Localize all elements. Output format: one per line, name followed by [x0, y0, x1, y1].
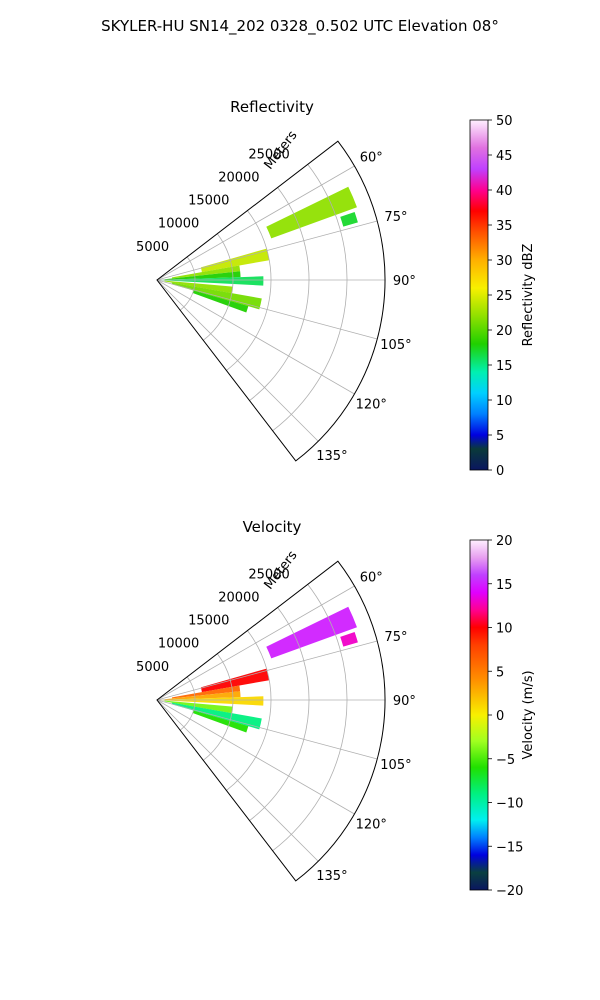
reflectivity-title: Reflectivity [230, 98, 314, 116]
reflectivity-range-tick-label: 15000 [188, 194, 229, 209]
velocity-colorbar-tick-label: −5 [496, 753, 515, 768]
reflectivity-azimuth-line [156, 279, 319, 442]
velocity-azimuth-line [156, 640, 378, 701]
reflectivity-angle-tick-label: 90° [393, 274, 416, 289]
velocity-echo-band [160, 696, 264, 706]
reflectivity-range-ring [272, 164, 348, 432]
reflectivity-azimuth-line [156, 279, 355, 395]
reflectivity-colorbar-tick-label: 20 [496, 324, 513, 339]
velocity-azimuth-line [156, 699, 378, 760]
reflectivity-echo-band [164, 271, 241, 280]
velocity-echo-band [164, 691, 241, 700]
velocity-colorbar-tick-label: −20 [496, 884, 523, 899]
velocity-colorbar-tick-label: −15 [496, 840, 523, 855]
reflectivity-colorbar-tick-label: 25 [496, 289, 513, 304]
reflectivity-angle-tick-label: 105° [380, 338, 411, 353]
reflectivity-range-ring [179, 256, 196, 311]
reflectivity-colorbar-tick-label: 0 [496, 464, 504, 479]
reflectivity-echo-band [192, 290, 249, 313]
reflectivity-colorbar-tick-label: 10 [496, 394, 513, 409]
reflectivity-range-tick-label: 20000 [218, 170, 259, 185]
reflectivity-angle-tick-label: 120° [356, 398, 387, 413]
reflectivity-colorbar-tick-label: 5 [496, 429, 504, 444]
reflectivity-colorbar-label: Reflectivity dBZ [521, 244, 536, 347]
velocity-sector-outline [156, 560, 386, 882]
figure-title: SKYLER-HU SN14_202 0328_0.502 UTC Elevat… [101, 17, 499, 36]
velocity-range-ring [249, 607, 310, 821]
velocity-title: Velocity [243, 518, 302, 536]
reflectivity-colorbar-tick-label: 40 [496, 184, 513, 199]
reflectivity-azimuth-line [156, 279, 378, 340]
velocity-range-ring [272, 584, 348, 852]
reflectivity-range-tick-label: 5000 [136, 240, 169, 255]
reflectivity-colorbar [469, 119, 489, 471]
velocity-echo-band [192, 710, 249, 733]
velocity-range-tick-label: 20000 [218, 590, 259, 605]
reflectivity-colorbar-tick-label: 50 [496, 114, 513, 129]
velocity-colorbar-tick-label: −10 [496, 797, 523, 812]
velocity-colorbar-label: Velocity (m/s) [521, 670, 536, 759]
reflectivity-angle-tick-label: 135° [316, 449, 347, 464]
velocity-azimuth-line [156, 585, 355, 701]
velocity-range-ring [203, 653, 234, 761]
reflectivity-echo-band [171, 265, 241, 279]
reflectivity-azimuth-line [156, 220, 378, 281]
panels-layer: Reflectivity500010000150002000025000Mete… [136, 98, 536, 899]
reflectivity-echo-band [266, 186, 357, 239]
velocity-echo-band [340, 631, 358, 647]
reflectivity-colorbar-tick-label: 45 [496, 149, 513, 164]
velocity-echo-band [171, 685, 241, 699]
velocity-angle-tick-label: 75° [384, 630, 407, 645]
reflectivity-echo-band [340, 211, 358, 227]
velocity-angle-tick-label: 120° [356, 818, 387, 833]
velocity-range-ring [179, 676, 196, 731]
reflectivity-panel: Reflectivity500010000150002000025000Mete… [136, 98, 536, 479]
velocity-sector-bg [157, 561, 386, 881]
velocity-range-tick-label: 5000 [136, 660, 169, 675]
velocity-colorbar [469, 539, 489, 891]
velocity-colorbar-tick-label: 10 [496, 622, 513, 637]
velocity-echo-band [266, 606, 357, 659]
velocity-colorbar-tick-label: 20 [496, 534, 513, 549]
reflectivity-colorbar-tick-label: 30 [496, 254, 513, 269]
reflectivity-range-ring [249, 187, 310, 401]
velocity-azimuth-line [156, 699, 319, 862]
velocity-echo-band [164, 700, 233, 714]
reflectivity-range-tick-label: 25000 [248, 147, 289, 162]
reflectivity-range-tick-label: 10000 [158, 217, 199, 232]
velocity-colorbar-tick-label: 0 [496, 709, 504, 724]
velocity-range-tick-label: 15000 [188, 614, 229, 629]
reflectivity-azimuth-line [156, 165, 355, 281]
velocity-angle-tick-label: 135° [316, 869, 347, 884]
reflectivity-colorbar-tick-label: 35 [496, 219, 513, 234]
reflectivity-range-ring [226, 210, 272, 371]
reflectivity-sector-outline [156, 140, 386, 462]
velocity-angle-tick-label: 60° [360, 570, 383, 585]
velocity-angle-tick-label: 105° [380, 758, 411, 773]
velocity-colorbar-tick-label: 15 [496, 578, 513, 593]
reflectivity-angle-tick-label: 60° [360, 150, 383, 165]
velocity-colorbar-tick-label: 5 [496, 665, 504, 680]
reflectivity-sector-bg [157, 141, 386, 461]
velocity-range-tick-label: 25000 [248, 567, 289, 582]
reflectivity-colorbar-tick-label: 15 [496, 359, 513, 374]
reflectivity-echo-band [160, 276, 264, 286]
reflectivity-range-ring [203, 233, 234, 341]
velocity-range-ring [226, 630, 272, 791]
velocity-azimuth-line [156, 699, 355, 815]
velocity-angle-tick-label: 90° [393, 694, 416, 709]
velocity-range-tick-label: 10000 [158, 637, 199, 652]
reflectivity-echo-band [164, 280, 233, 294]
reflectivity-angle-tick-label: 75° [384, 210, 407, 225]
